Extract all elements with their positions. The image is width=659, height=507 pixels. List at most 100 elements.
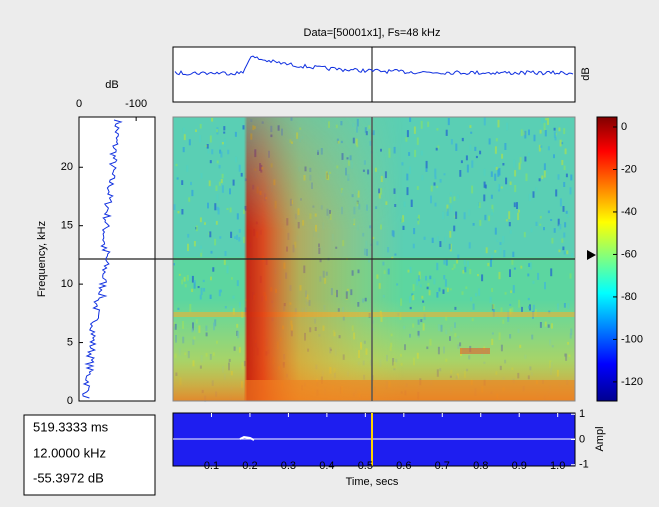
x-tick-label: 0.8 <box>473 460 488 472</box>
speckle <box>468 209 471 216</box>
speckle <box>475 293 477 297</box>
speckle <box>494 164 497 168</box>
speckle <box>498 168 501 176</box>
speckle <box>535 221 538 226</box>
speckle <box>443 173 446 176</box>
speckle <box>561 238 564 243</box>
speckle <box>416 186 419 190</box>
speckle <box>425 168 428 172</box>
speckle <box>181 180 184 185</box>
speckle <box>218 181 221 186</box>
speckle <box>504 292 507 295</box>
speckle <box>235 156 238 163</box>
speckle <box>513 202 516 208</box>
speckle <box>535 187 538 192</box>
x-tick-label: -100 <box>125 98 147 110</box>
speckle <box>211 149 214 155</box>
speckle <box>443 259 446 265</box>
y-tick-label: -1 <box>579 459 589 471</box>
speckle <box>428 290 431 296</box>
speckle <box>520 129 523 136</box>
speckle <box>446 208 449 216</box>
speckle <box>512 285 515 294</box>
speckle <box>447 118 450 126</box>
speckle <box>527 273 530 277</box>
speckle <box>569 187 572 195</box>
speckle <box>406 173 409 181</box>
readout-freq: 12.0000 kHz <box>33 445 106 460</box>
speckle <box>211 117 214 122</box>
speckle <box>488 215 491 222</box>
y-tick-label: 20 <box>61 161 73 173</box>
x-tick-label: 0.5 <box>358 460 373 472</box>
speckle <box>215 185 218 191</box>
speckle <box>417 218 420 221</box>
speckle <box>528 129 530 136</box>
speckle <box>178 273 181 276</box>
speckle <box>524 156 527 162</box>
speckle <box>214 238 217 246</box>
speckle <box>220 179 223 184</box>
speckle <box>449 192 452 196</box>
speckle <box>433 182 436 186</box>
speckle <box>453 264 456 269</box>
speckle <box>221 185 224 193</box>
speckle <box>173 204 176 210</box>
speckle <box>557 174 560 180</box>
top-ylabel: dB <box>580 67 592 80</box>
spectrum-ylabel: Frequency, kHz <box>36 221 48 297</box>
speckle <box>500 186 503 189</box>
speckle <box>215 221 218 225</box>
speckle <box>413 126 416 134</box>
speckle <box>219 145 222 149</box>
speckle <box>567 215 569 218</box>
colorbar-tick-label: 0 <box>621 121 627 133</box>
speckle <box>547 146 550 151</box>
speckle <box>551 237 554 244</box>
speckle <box>406 187 409 196</box>
readout-time: 519.3333 ms <box>33 419 109 434</box>
speckle <box>544 130 547 137</box>
speckle <box>434 202 437 207</box>
speckle <box>181 279 184 285</box>
speckle <box>187 233 190 238</box>
speckle <box>218 165 221 169</box>
speckle <box>527 297 530 301</box>
speckle <box>541 117 544 124</box>
speckle <box>475 155 478 159</box>
speckle <box>183 276 186 282</box>
speckle <box>497 183 500 190</box>
speckle <box>191 275 194 283</box>
speckle <box>538 144 541 152</box>
speckle <box>219 289 222 293</box>
speckle <box>563 251 566 255</box>
speckle <box>449 230 452 238</box>
speckle <box>517 212 520 221</box>
speckle <box>423 236 426 240</box>
speckle <box>483 117 486 126</box>
speckle <box>242 125 245 130</box>
speckle <box>209 231 212 238</box>
speckle <box>444 236 447 243</box>
speckle <box>511 259 514 265</box>
colorbar <box>596 116 618 402</box>
speckle <box>230 277 233 280</box>
speckle <box>214 221 216 225</box>
x-tick-label: 0.6 <box>396 460 411 472</box>
speckle <box>220 151 223 158</box>
speckle <box>418 275 420 282</box>
speckle <box>207 147 210 154</box>
speckle <box>495 166 498 171</box>
speckle <box>186 165 189 172</box>
speckle <box>429 275 432 280</box>
speckle <box>412 243 415 249</box>
speckle <box>188 197 191 202</box>
speckle <box>494 173 497 181</box>
speckle <box>450 205 453 212</box>
x-tick-label: 0.2 <box>242 460 257 472</box>
speckle <box>426 286 429 290</box>
speckle <box>210 250 213 254</box>
speckle <box>208 180 211 187</box>
speckle <box>459 170 462 177</box>
speckle <box>413 228 416 235</box>
